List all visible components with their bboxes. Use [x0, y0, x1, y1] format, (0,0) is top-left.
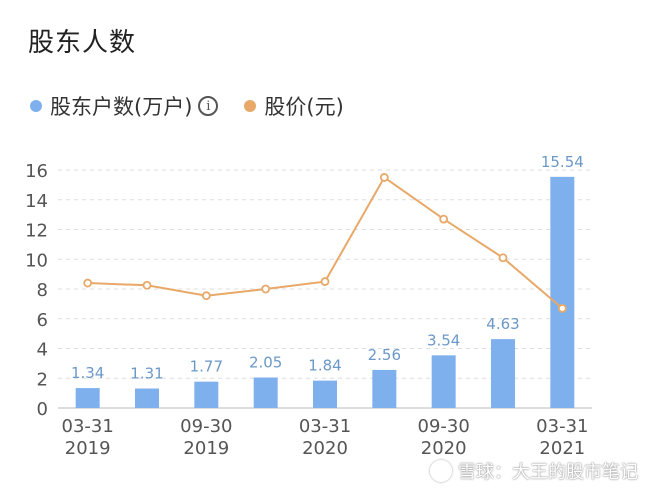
- bar-value-label: 1.77: [190, 358, 223, 376]
- y-tick-label: 6: [37, 310, 48, 331]
- x-tick-label-date: 03-31: [536, 416, 588, 437]
- price-point: [261, 284, 271, 294]
- legend-line-label: 股价(元): [264, 95, 344, 119]
- bar: [135, 388, 159, 408]
- x-tick-label-year: 2021: [539, 438, 585, 459]
- bar: [313, 380, 337, 408]
- x-tick-label-date: 09-30: [180, 416, 232, 437]
- y-tick-label: 0: [37, 399, 48, 420]
- price-point: [379, 173, 389, 182]
- price-point: [320, 277, 330, 286]
- price-point: [83, 278, 93, 288]
- bar: [491, 339, 515, 408]
- price-point: [142, 280, 152, 290]
- x-tick-label-year: 2019: [183, 438, 229, 459]
- bar: [194, 381, 219, 408]
- y-tick-label: 4: [37, 340, 48, 361]
- watermark-text: 雪球：大王的股市笔记: [458, 462, 638, 483]
- y-tick-label: 2: [37, 369, 48, 390]
- legend-item-shareholders[interactable]: 股东户数(万户) i: [30, 91, 219, 121]
- legend-item-price[interactable]: 股价(元): [244, 91, 344, 121]
- bar-value-label: 15.54: [541, 153, 584, 171]
- legend-bar-label: 股东户数(万户): [50, 95, 193, 119]
- price-point: [498, 253, 508, 263]
- bar: [372, 369, 397, 408]
- bar-value-label: 4.63: [486, 315, 519, 333]
- price-point: [557, 303, 567, 313]
- legend-bar-swatch: [30, 100, 42, 112]
- y-tick-label: 14: [25, 191, 48, 212]
- price-point: [439, 214, 449, 224]
- chart-title: 股东人数: [28, 28, 137, 58]
- bar-value-label: 3.54: [427, 331, 460, 349]
- bar: [253, 377, 278, 408]
- legend: 股东户数(万户) i 股价(元): [30, 88, 370, 124]
- x-tick-label-date: 09-30: [418, 416, 470, 437]
- y-tick-label: 10: [25, 250, 48, 271]
- bar-value-label: 2.05: [249, 354, 282, 372]
- legend-line-swatch: [244, 100, 257, 112]
- bar-value-label: 1.31: [130, 365, 163, 383]
- x-tick-label-year: 2020: [421, 438, 467, 459]
- bar: [550, 176, 575, 408]
- watermark: 雪球：大王的股市笔记: [430, 458, 638, 484]
- y-tick-label: 8: [37, 280, 48, 301]
- x-tick-label-year: 2020: [302, 438, 348, 459]
- x-tick-label-date: 03-31: [62, 416, 114, 437]
- bar: [431, 355, 456, 408]
- info-icon[interactable]: i: [198, 96, 219, 116]
- snowball-logo-icon: [430, 460, 452, 482]
- y-tick-label: 16: [25, 161, 48, 182]
- bar: [75, 388, 100, 408]
- bar-value-label: 2.56: [368, 346, 401, 364]
- x-tick-label-year: 2019: [65, 438, 111, 459]
- y-tick-label: 12: [25, 221, 48, 242]
- x-tick-label-date: 03-31: [299, 416, 351, 437]
- price-point: [201, 291, 211, 301]
- bar-value-label: 1.34: [71, 364, 104, 382]
- bar-value-label: 1.84: [308, 357, 341, 375]
